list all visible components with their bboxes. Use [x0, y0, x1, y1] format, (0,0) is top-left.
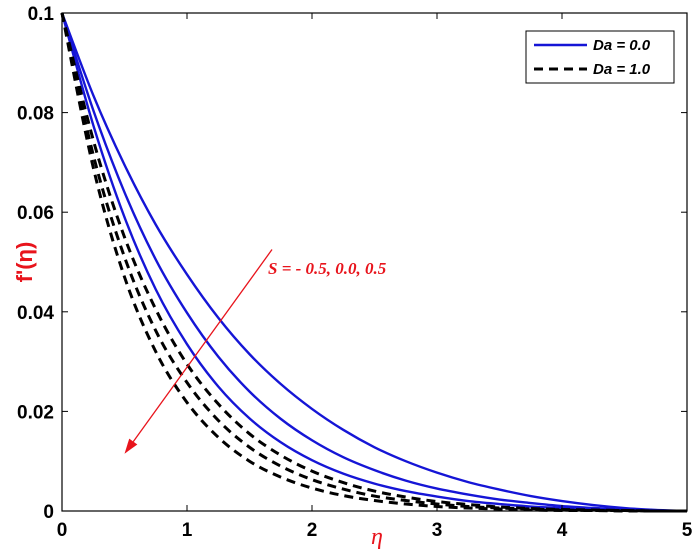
y-tick-label: 0.06	[17, 203, 54, 224]
legend: Da = 0.0 Da = 1.0	[525, 30, 675, 84]
series-line-da-1-s5	[60, 12, 687, 513]
x-tick-label: 4	[557, 520, 568, 541]
plot-frame	[61, 12, 688, 512]
y-tick-label: 0.1	[28, 4, 55, 25]
x-axis-label: η	[371, 524, 383, 550]
series-line-da-0-s0	[60, 12, 688, 513]
series-line-da-1-s3	[60, 12, 688, 513]
series-layer	[60, 12, 688, 513]
ticks-layer: 0 1 2 3 4 5 0 0.02 0.04 0.06 0.08 0.1	[17, 4, 693, 541]
x-tick-label: 0	[57, 520, 68, 541]
legend-label-da-1: Da = 1.0	[593, 61, 651, 78]
series-line-da-1-s4	[60, 12, 688, 513]
y-tick-label: 0	[43, 502, 54, 523]
x-tick-label: 2	[307, 520, 318, 541]
series-line-da-0-s1	[60, 12, 688, 513]
y-axis-label: f'(η)	[12, 242, 37, 283]
y-tick-label: 0.08	[17, 104, 54, 125]
annotation-arrow-line	[132, 249, 273, 442]
y-tick-label: 0.02	[17, 402, 54, 423]
legend-label-da-0: Da = 0.0	[593, 37, 651, 54]
annotation-label: S = - 0.5, 0.0, 0.5	[268, 259, 387, 278]
annotation: S = - 0.5, 0.0, 0.5	[124, 249, 387, 454]
y-tick-label: 0.04	[17, 303, 54, 324]
x-tick-label: 1	[182, 520, 193, 541]
x-tick-label: 3	[432, 520, 443, 541]
x-tick-label: 5	[682, 520, 693, 541]
annotation-arrow-head	[124, 438, 138, 454]
legend-box	[525, 30, 675, 84]
